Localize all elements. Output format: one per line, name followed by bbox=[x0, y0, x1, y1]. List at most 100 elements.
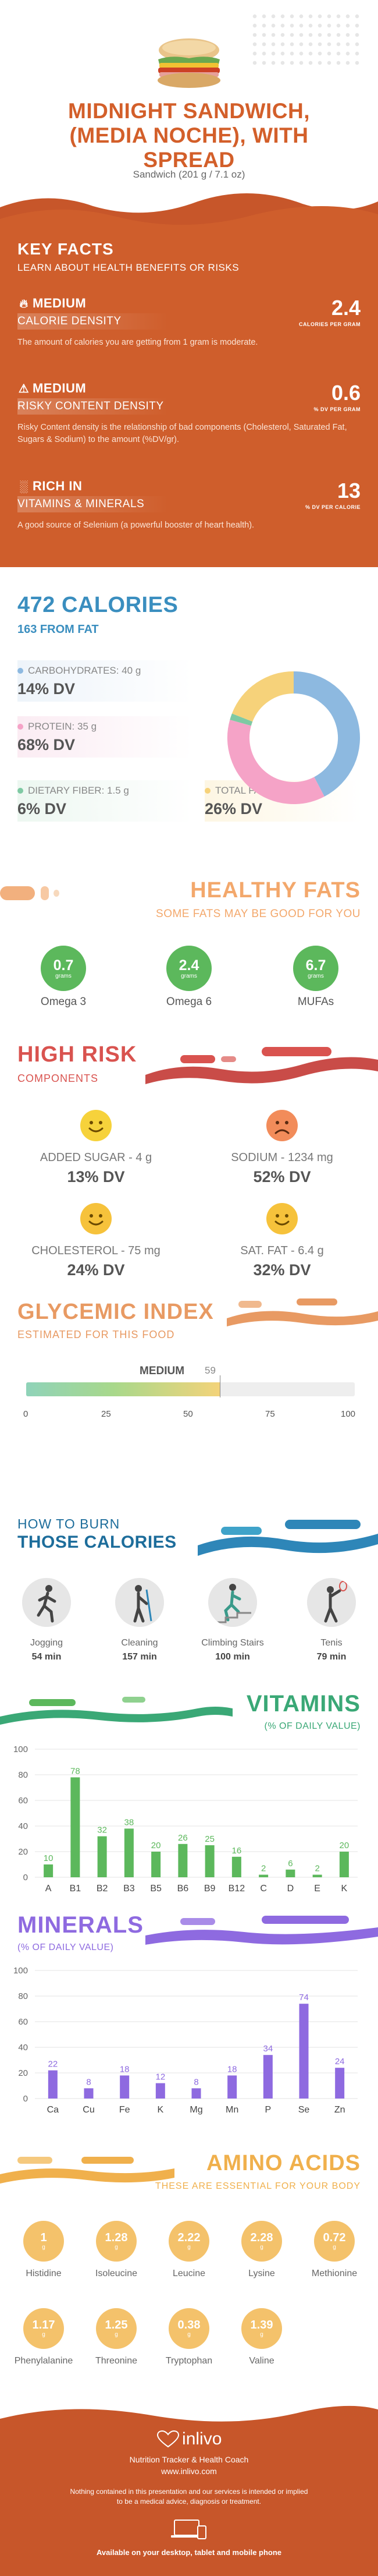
minerals-title: MINERALS bbox=[17, 1912, 144, 1938]
macro-dv: 68% DV bbox=[17, 736, 76, 753]
x-tick-label: E bbox=[314, 1884, 320, 1894]
bar bbox=[312, 1874, 322, 1877]
fat-mufas: 6.7 grams MUFAs bbox=[284, 946, 348, 1009]
bar bbox=[231, 1856, 241, 1877]
amino-phenylalanine: 1.17 g Phenylalanine bbox=[9, 2308, 79, 2366]
risk-dv: 52% DV bbox=[253, 1168, 311, 1186]
amino-name: Tryptophan bbox=[165, 2356, 213, 2366]
risk-sodium: SODIUM - 1234 mg 52% DV bbox=[198, 1109, 366, 1186]
activity-minutes: 157 min bbox=[122, 1652, 157, 1662]
healthy-fats-section: HEALTHY FATS SOME FATS MAY BE GOOD FOR Y… bbox=[0, 870, 378, 1039]
amino-methionine: 0.72 g Methionine bbox=[299, 2221, 369, 2279]
serving-size: Sandwich (201 g / 7.1 oz) bbox=[133, 169, 245, 180]
x-tick-label: C bbox=[260, 1884, 267, 1894]
fact-level: MEDIUM bbox=[33, 296, 87, 310]
fat-omega-6: 2.4 grams Omega 6 bbox=[157, 946, 221, 1009]
bar-value-label: 20 bbox=[340, 1841, 350, 1850]
fat-unit: grams bbox=[181, 972, 197, 979]
fact-label: VITAMINS & MINERALS bbox=[17, 496, 169, 512]
y-tick-label: 60 bbox=[18, 2017, 28, 2027]
risk-name: SODIUM - 1234 mg bbox=[231, 1151, 333, 1164]
fact-risky-density: ⚠︎ MEDIUM RISKY CONTENT DENSITY 0.6 % DV … bbox=[17, 381, 361, 446]
macro-fiber: DIETARY FIBER: 1.5 g 6% DV bbox=[17, 780, 192, 822]
amino-lysine: 2.28 g Lysine bbox=[227, 2221, 297, 2279]
x-tick-label: A bbox=[45, 1884, 52, 1894]
activity-cleaning: Cleaning 157 min bbox=[102, 1578, 177, 1662]
stairs-icon bbox=[208, 1578, 257, 1627]
bar bbox=[263, 2055, 273, 2099]
burn-title-line1: HOW TO BURN bbox=[17, 1516, 120, 1531]
footer-url[interactable]: www.inlivo.com bbox=[161, 2467, 217, 2476]
bar bbox=[259, 1874, 269, 1877]
risk-name: ADDED SUGAR - 4 g bbox=[40, 1151, 152, 1164]
risk-name: CHOLESTEROL - 75 mg bbox=[31, 1244, 161, 1257]
x-tick-label: B6 bbox=[177, 1884, 189, 1894]
bar bbox=[286, 1869, 295, 1877]
brand-name: inlivo bbox=[182, 2429, 222, 2448]
burn-title-line2: THOSE CALORIES bbox=[17, 1533, 177, 1552]
bar bbox=[339, 1852, 349, 1877]
risk-name: SAT. FAT - 6.4 g bbox=[240, 1244, 324, 1257]
amino-unit: g bbox=[115, 2244, 118, 2251]
macro-donut-chart bbox=[227, 671, 360, 804]
amino-leucine: 2.22 g Leucine bbox=[154, 2221, 224, 2279]
fact-vitamins-minerals: ░ RICH IN VITAMINS & MINERALS 13 % DV PER… bbox=[17, 479, 361, 532]
high-risk-subtitle: COMPONENTS bbox=[17, 1073, 99, 1084]
amino-acids-subtitle: THESE ARE ESSENTIAL FOR YOUR BODY bbox=[155, 2181, 361, 2191]
glycemic-track bbox=[26, 1382, 355, 1396]
amino-name: Histidine bbox=[26, 2269, 62, 2278]
x-tick-label: B1 bbox=[70, 1884, 81, 1894]
macro-name: PROTEIN: 35 g bbox=[28, 721, 97, 732]
legend-dot bbox=[205, 788, 211, 794]
bar-value-label: 34 bbox=[263, 2044, 273, 2054]
fat-omega-3: 0.7 grams Omega 3 bbox=[31, 946, 95, 1009]
amino-unit: g bbox=[333, 2244, 336, 2251]
tennis-icon bbox=[307, 1578, 356, 1627]
amino-isoleucine: 1.28 g Isoleucine bbox=[81, 2221, 151, 2279]
macro-carbohydrates: CARBOHYDRATES: 40 g 14% DV bbox=[17, 660, 192, 702]
bar-value-label: 26 bbox=[178, 1833, 188, 1843]
tick-label: 100 bbox=[341, 1409, 356, 1419]
bar bbox=[205, 1845, 215, 1877]
amino-value: 1.28 bbox=[105, 2231, 128, 2244]
fat-name: Omega 6 bbox=[166, 996, 212, 1008]
wave-decoration bbox=[145, 1916, 378, 1945]
fact-description: Risky Content density is the relationshi… bbox=[17, 423, 347, 444]
bar-value-label: 18 bbox=[227, 2064, 237, 2074]
macro-dv: 26% DV bbox=[205, 800, 263, 818]
fat-value: 0.7 bbox=[53, 957, 74, 974]
x-tick-label: K bbox=[341, 1884, 348, 1894]
bar-value-label: 25 bbox=[205, 1834, 215, 1844]
amino-value: 1.17 bbox=[32, 2319, 55, 2331]
x-tick-label: B3 bbox=[123, 1884, 135, 1894]
fat-unit: grams bbox=[308, 972, 324, 979]
activity-jogging: Jogging 54 min bbox=[9, 1578, 84, 1662]
y-tick-label: 0 bbox=[23, 2094, 28, 2104]
x-tick-label: B5 bbox=[150, 1884, 162, 1894]
high-risk-title: HIGH RISK bbox=[17, 1042, 137, 1067]
healthy-fats-title: HEALTHY FATS bbox=[190, 878, 361, 903]
legend-dot bbox=[17, 668, 23, 674]
bar-value-label: 22 bbox=[48, 2060, 58, 2069]
y-tick-label: 80 bbox=[18, 1991, 28, 2001]
y-tick-label: 100 bbox=[13, 1745, 28, 1754]
activity-name: Climbing Stairs bbox=[201, 1638, 264, 1648]
bar bbox=[151, 1852, 161, 1877]
sad-face-icon bbox=[266, 1110, 298, 1141]
fact-value: 0.6 bbox=[331, 381, 361, 405]
glycemic-level: MEDIUM bbox=[140, 1365, 185, 1377]
happy-face-icon bbox=[80, 1203, 112, 1234]
activity-minutes: 54 min bbox=[31, 1652, 62, 1662]
amino-name: Phenylalanine bbox=[14, 2356, 73, 2366]
legend-dot bbox=[17, 724, 23, 730]
happy-face-icon bbox=[266, 1203, 298, 1234]
minerals-subtitle: (% OF DAILY VALUE) bbox=[17, 1942, 114, 1952]
wave-decoration bbox=[227, 1298, 378, 1326]
header: MIDNIGHT SANDWICH, (MEDIA NOCHE), WITH S… bbox=[0, 0, 378, 184]
amino-name: Methionine bbox=[311, 2269, 358, 2278]
food-title: MIDNIGHT SANDWICH, (MEDIA NOCHE), WITH S… bbox=[0, 99, 378, 172]
amino-value: 2.22 bbox=[177, 2231, 201, 2244]
amino-unit: g bbox=[260, 2244, 263, 2251]
vitamins-bar-chart: 02040608010010A78B132B238B320B526B625B91… bbox=[13, 1745, 358, 1894]
